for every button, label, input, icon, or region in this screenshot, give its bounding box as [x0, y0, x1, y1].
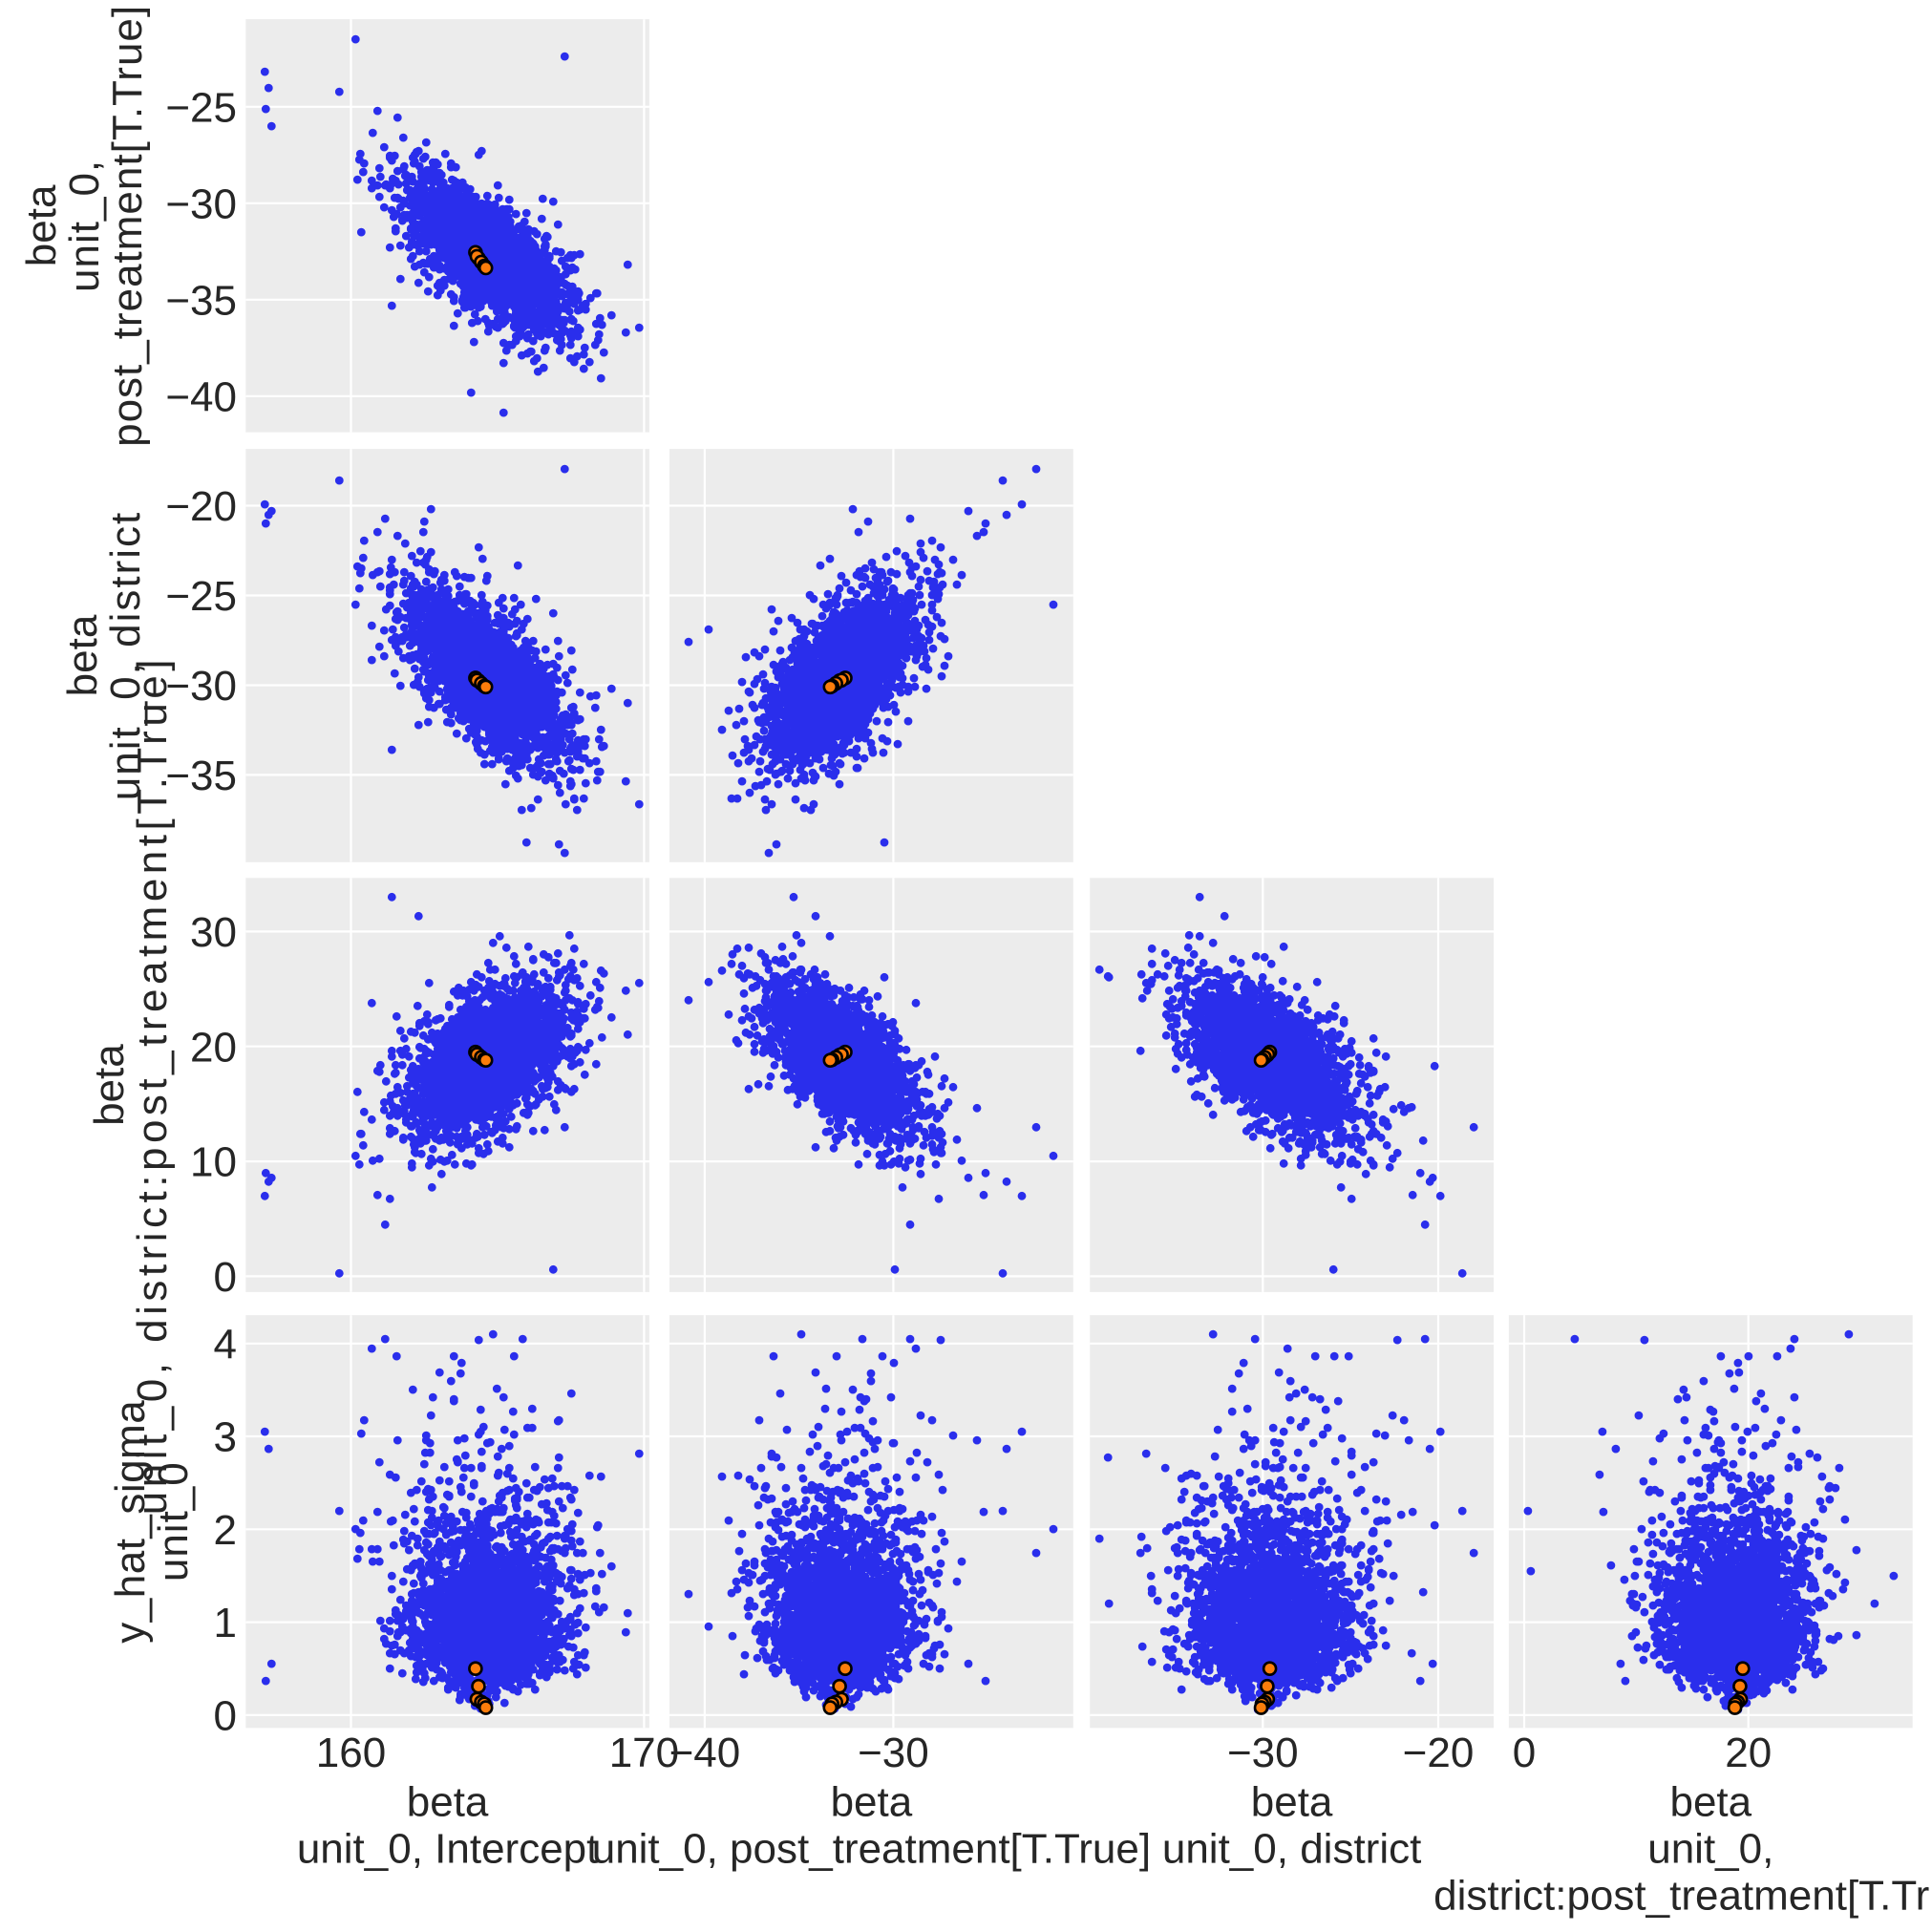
svg-text:2: 2 [214, 1507, 237, 1554]
svg-text:post_treatment[T.True]: post_treatment[T.True] [104, 5, 151, 447]
svg-text:unit_0: unit_0 [150, 1461, 197, 1582]
svg-text:−40: −40 [669, 1730, 741, 1776]
svg-text:4: 4 [214, 1321, 237, 1368]
svg-text:160: 160 [316, 1730, 386, 1776]
svg-text:beta: beta [407, 1779, 489, 1826]
svg-text:beta: beta [59, 614, 106, 696]
svg-text:1: 1 [214, 1600, 237, 1646]
svg-text:−25: −25 [165, 573, 237, 620]
svg-text:beta: beta [1251, 1779, 1333, 1826]
svg-text:unit_0, district:post_treatmen: unit_0, district:post_treatment[T.True] [129, 655, 176, 1515]
svg-text:−30: −30 [165, 180, 237, 227]
svg-text:30: 30 [190, 909, 237, 956]
svg-text:unit_0,: unit_0, [61, 159, 108, 292]
svg-text:unit_0, district: unit_0, district [1162, 1826, 1421, 1873]
svg-text:beta: beta [1669, 1779, 1752, 1826]
svg-text:−30: −30 [165, 663, 237, 710]
svg-text:−35: −35 [165, 753, 237, 799]
svg-text:beta: beta [18, 184, 65, 266]
svg-text:0: 0 [1513, 1730, 1536, 1776]
svg-text:0: 0 [214, 1693, 237, 1740]
svg-text:beta: beta [86, 1044, 133, 1126]
svg-text:unit_0, Intercept: unit_0, Intercept [297, 1826, 599, 1873]
svg-text:−35: −35 [165, 277, 237, 324]
svg-text:10: 10 [190, 1139, 237, 1186]
svg-text:−20: −20 [165, 483, 237, 530]
svg-text:3: 3 [214, 1414, 237, 1461]
svg-text:−30: −30 [1227, 1730, 1299, 1776]
svg-text:unit_0, district: unit_0, district [102, 511, 149, 800]
svg-text:−25: −25 [165, 84, 237, 131]
svg-text:district:post_treatment[T.True: district:post_treatment[T.True] [1433, 1873, 1932, 1920]
svg-text:beta: beta [831, 1779, 913, 1826]
svg-text:y_hat_sigma: y_hat_sigma [107, 1400, 154, 1644]
svg-text:170: 170 [609, 1730, 679, 1776]
svg-text:−20: −20 [1403, 1730, 1475, 1776]
svg-text:unit_0,: unit_0, [1647, 1826, 1773, 1873]
svg-text:20: 20 [190, 1024, 237, 1071]
svg-text:unit_0, post_treatment[T.True]: unit_0, post_treatment[T.True] [592, 1826, 1151, 1873]
svg-text:−40: −40 [165, 373, 237, 420]
svg-text:−30: −30 [858, 1730, 929, 1776]
svg-text:20: 20 [1725, 1730, 1772, 1776]
svg-text:0: 0 [214, 1254, 237, 1301]
